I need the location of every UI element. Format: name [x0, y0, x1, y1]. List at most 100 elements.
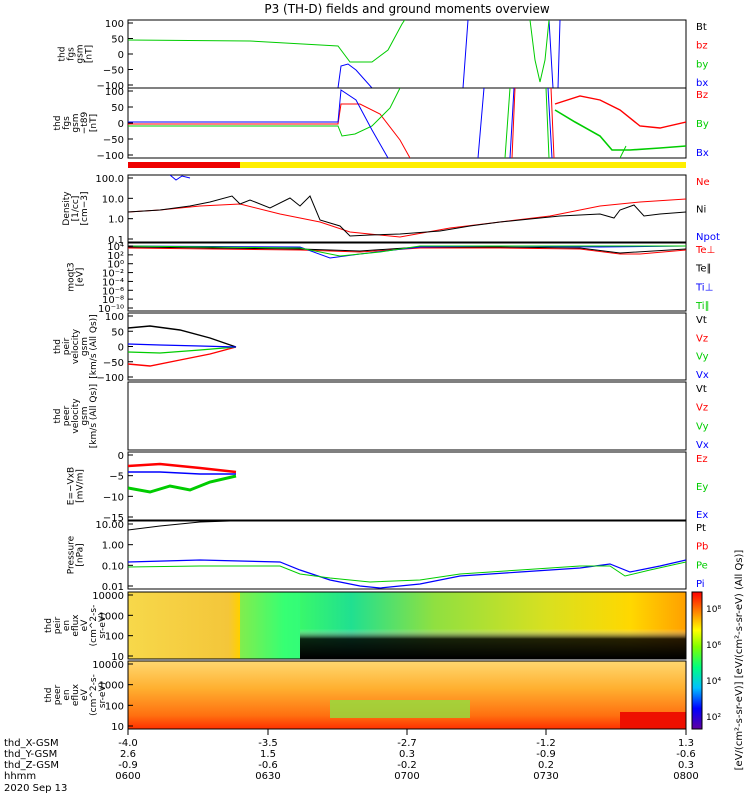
legend-entry: Pb	[696, 542, 708, 553]
y-tick-label: 50	[111, 103, 124, 114]
x-row-label: thd_Z-GSM	[4, 760, 59, 771]
legend-entry: Ez	[696, 454, 708, 465]
x-tick-label: 2.6	[120, 749, 136, 760]
y-tick-label: −10	[103, 492, 124, 503]
y-axis-label: [nT]	[85, 45, 95, 63]
x-tick-label: -1.2	[536, 738, 556, 749]
legend-entry: Vt	[696, 384, 707, 395]
y-tick-label: 1.0	[108, 215, 124, 226]
trace-npot	[169, 175, 191, 181]
trace-bx	[337, 63, 373, 88]
x-tick-label: 0630	[255, 771, 280, 782]
x-tick-label: 0.3	[678, 760, 694, 771]
x-tick-label: -0.6	[258, 760, 278, 771]
y-tick-label: 100.0	[95, 174, 124, 185]
y-tick-label: 0.1	[108, 235, 124, 246]
mode-bar-red	[128, 162, 240, 168]
y-axis-label: eflux	[71, 683, 81, 706]
legend-entry: Ti⊥	[695, 282, 713, 293]
panel-frame	[127, 242, 687, 312]
panel-frame	[127, 19, 687, 89]
panel-frame	[127, 381, 687, 451]
y-axis-label: peir	[62, 337, 72, 355]
mode-bar-yellow	[240, 162, 686, 168]
x-tick-label: -2.7	[397, 738, 417, 749]
panel-peir-velocity	[127, 312, 687, 381]
y-axis-label: [1/cc]	[71, 196, 81, 222]
y-axis-label: gsm	[71, 113, 81, 132]
legend-entry: by	[696, 59, 708, 70]
trace-ez	[128, 462, 237, 474]
spectrogram-ions-band	[240, 592, 300, 659]
plot-title: P3 (TH-D) fields and ground moments over…	[264, 2, 549, 16]
x-tick-label: -0.9	[118, 760, 138, 771]
trace-vx	[128, 343, 237, 348]
y-tick-label: 10	[111, 722, 124, 733]
panel-peir-eflux	[127, 591, 687, 660]
y-axis-label: sr-eV)	[98, 612, 108, 638]
y-axis-label: gsm	[80, 337, 90, 356]
panel-fgs-gsm	[127, 19, 687, 89]
trace-spikes	[477, 88, 553, 158]
y-tick-label: 10.00	[95, 520, 124, 531]
trace-ti-par	[128, 245, 686, 257]
y-axis-label: thd	[53, 409, 63, 424]
y-axis-label: gsm	[76, 44, 86, 63]
trace-pt	[128, 521, 231, 531]
y-tick-label: 10000	[92, 660, 124, 671]
trace-by-dip	[529, 20, 550, 83]
legend-entry: Vx	[696, 440, 709, 451]
legend-entry: Vz	[696, 333, 708, 344]
y-tick-label: −50	[103, 66, 124, 77]
x-row-label: thd_Y-GSM	[4, 749, 57, 760]
legend-entry: Te∥	[695, 264, 712, 275]
legend-entry: Te⊥	[695, 245, 715, 256]
y-axis-label: en	[62, 620, 72, 631]
y-tick-label: −100	[97, 151, 124, 162]
panel-efield	[127, 451, 687, 521]
y-axis-label: Density	[62, 191, 72, 226]
y-axis-label: [km/s (All Qs)]	[89, 384, 99, 448]
y-tick-label: 10.0	[102, 194, 124, 205]
y-tick-label: 100	[105, 312, 124, 323]
y-tick-label: 10²	[107, 251, 124, 262]
y-tick-label: −100	[97, 373, 124, 384]
y-axis-label: [km/s (All Qs)]	[89, 314, 99, 378]
legend-entry: bz	[696, 41, 708, 52]
trace-ex	[128, 471, 236, 475]
y-tick-label: 100	[105, 87, 124, 98]
y-tick-label: −50	[103, 358, 124, 369]
y-axis-label: gsm	[80, 406, 90, 425]
trace-by-late	[554, 109, 686, 151]
y-tick-label: −100	[97, 81, 124, 92]
panel-temperature	[127, 242, 687, 312]
trace-vy	[128, 346, 237, 354]
y-axis-label: thd	[53, 116, 63, 131]
trace-bz	[128, 103, 411, 158]
y-axis-label: peer	[62, 405, 72, 426]
trace-spikes-red	[511, 88, 555, 158]
y-axis-label: thd	[44, 688, 54, 703]
y-axis-label: [mV/m]	[76, 469, 86, 503]
y-axis-label: velocity	[71, 398, 81, 434]
panel-peer-eflux	[127, 660, 687, 730]
y-axis-label: [nT]	[89, 114, 99, 132]
y-axis-label: sr-eV)	[98, 682, 108, 708]
y-tick-label: 1000	[99, 681, 124, 692]
colorbar	[691, 591, 703, 730]
y-tick-label: 10000	[92, 591, 124, 602]
spectrogram-electrons	[128, 661, 686, 729]
legend-entry: Vy	[696, 352, 709, 363]
y-axis-label: peer	[53, 684, 63, 705]
y-tick-label: 10⁻⁴	[102, 277, 124, 288]
y-axis-label: peir	[53, 616, 63, 634]
y-tick-label: 100	[105, 632, 124, 643]
legend-entry: bx	[696, 78, 708, 89]
legend-entry: By	[696, 119, 709, 130]
y-axis-label: (cm^2-s-	[89, 605, 99, 647]
x-row-label: hhmm	[4, 771, 36, 782]
x-tick-label: 0800	[673, 771, 698, 782]
y-tick-label: −5	[109, 472, 124, 483]
y-tick-label: 10⁻⁶	[102, 286, 124, 297]
